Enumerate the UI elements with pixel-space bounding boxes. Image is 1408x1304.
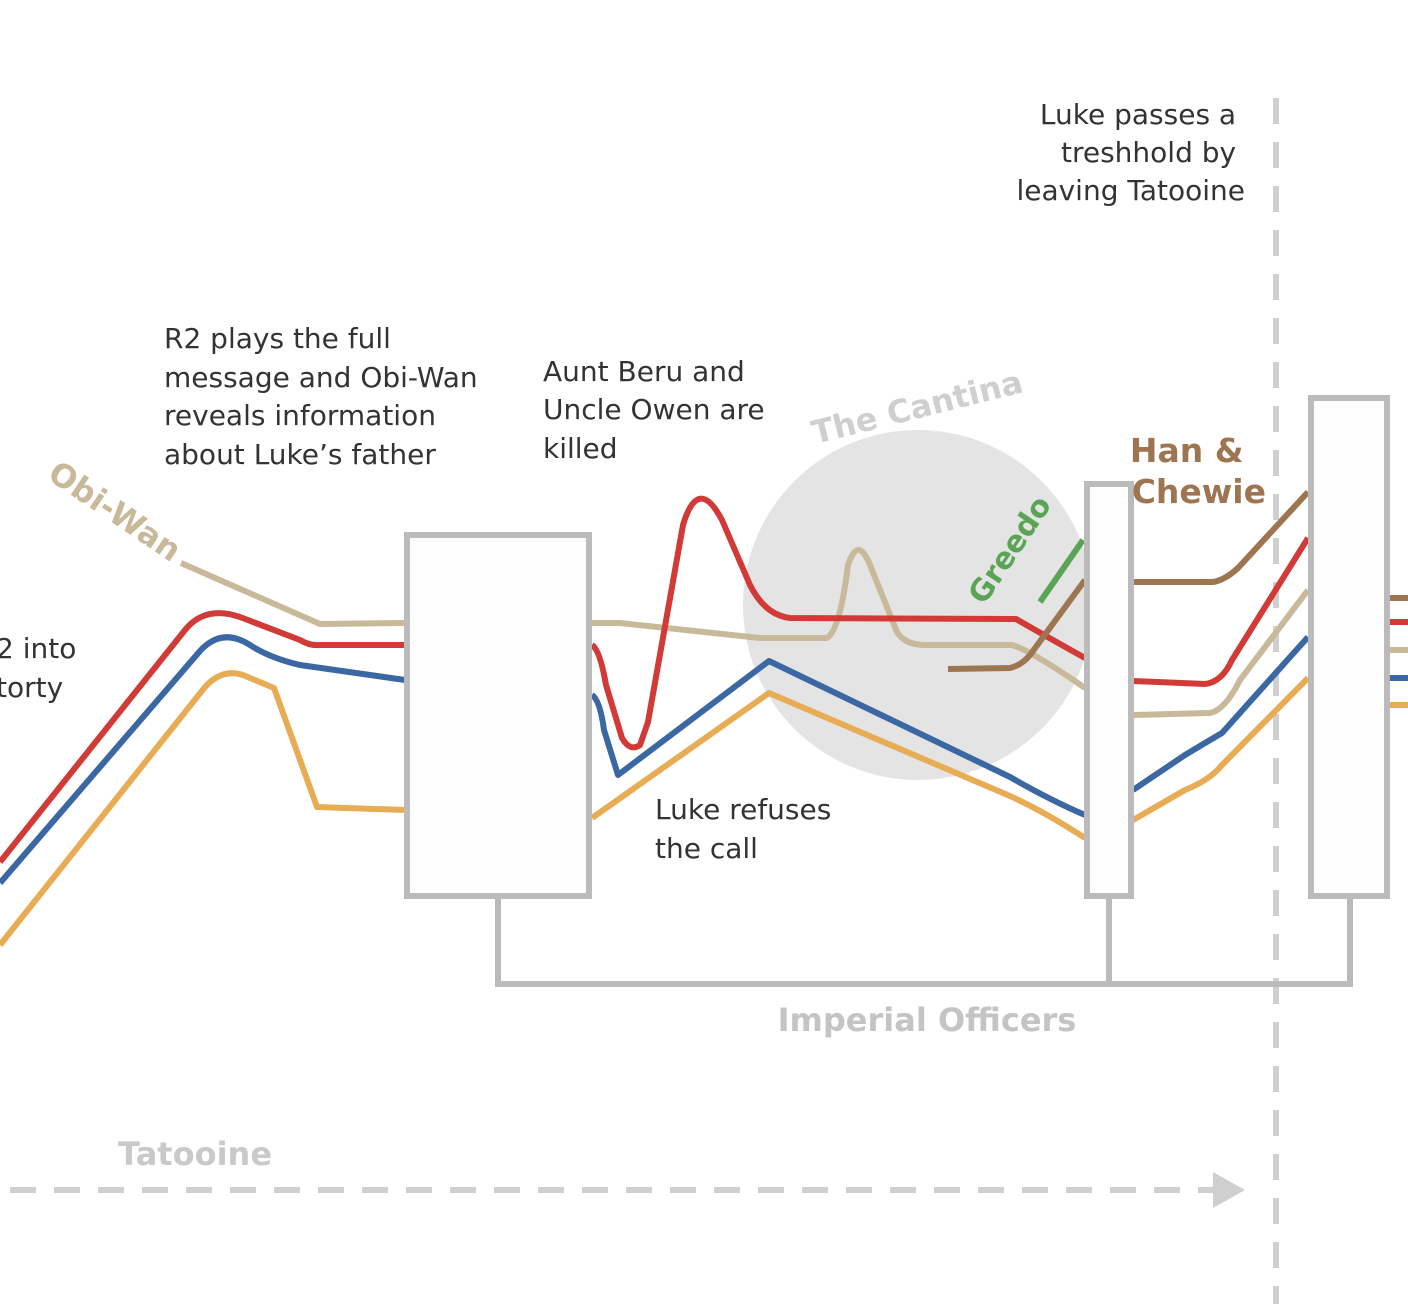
imperial-officers-connector: [495, 896, 1353, 987]
cantina-circle: [743, 430, 1093, 780]
obi-wan-line: [179, 547, 1408, 718]
scene-box-1: [404, 532, 592, 899]
r2-message-annotation: R2 plays the full message and Obi-Wan re…: [164, 322, 487, 471]
luke-line: [0, 495, 1408, 864]
r2-into-annotation: 2 into torty: [0, 632, 85, 704]
han-chewie-line: [947, 489, 1408, 672]
greedo-line: [1037, 538, 1086, 604]
scene-box-2: [1084, 481, 1134, 899]
blue-character-line: [0, 634, 1408, 885]
scene-box-3: [1308, 395, 1390, 899]
imperial-officers-label: Imperial Officers: [778, 1001, 1077, 1039]
tatooine-arrow-head: [1213, 1172, 1245, 1208]
orange-character-line: [0, 670, 1408, 947]
threshold-annotation: Luke passes a treshhold by leaving Tatoo…: [1016, 98, 1245, 207]
han-chewie-label: Han & Chewie: [1130, 431, 1266, 511]
aunt-uncle-annotation: Aunt Beru and Uncle Owen are killed: [543, 355, 774, 465]
refuses-annotation: Luke refuses the call: [655, 793, 840, 865]
tatooine-label: Tatooine: [118, 1135, 272, 1173]
